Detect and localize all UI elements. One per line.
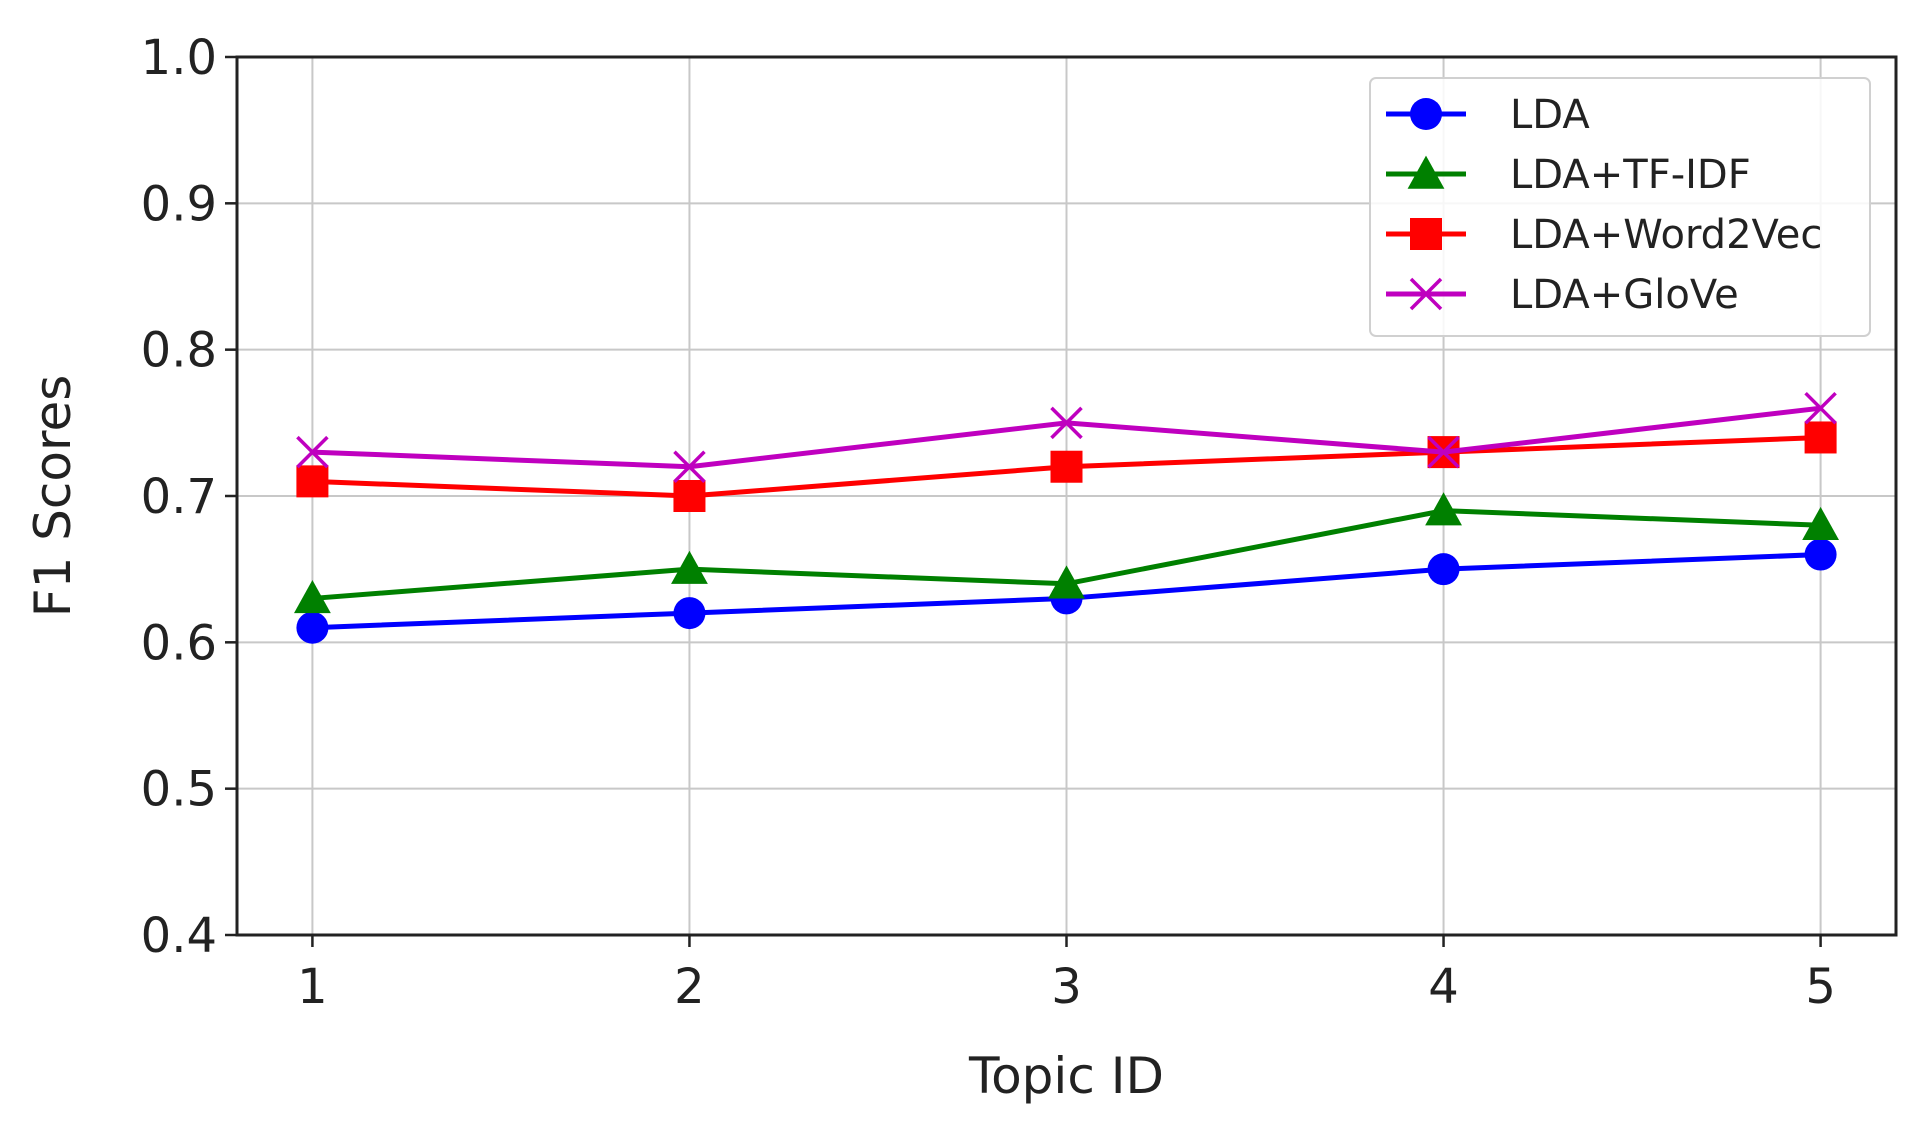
y-tick-label: 1.0: [141, 30, 217, 86]
data-point-lda: [673, 597, 706, 630]
x-axis-ticks: 1 2 3 4 5: [297, 935, 1836, 1015]
legend-marker: [1410, 98, 1442, 130]
x-tick-label: 1: [297, 959, 328, 1015]
data-point-lda-tf-idf: [1802, 506, 1839, 540]
data-point-lda: [1427, 553, 1460, 586]
legend-box: [1369, 77, 1871, 337]
y-tick-label: 0.7: [141, 469, 217, 525]
y-tick-label: 0.5: [141, 762, 217, 818]
data-point-lda: [1804, 538, 1837, 571]
y-axis-ticks: 0.4 0.5 0.6 0.7 0.8 0.9 1.0: [141, 30, 237, 964]
data-point-lda-tf-idf: [1048, 565, 1085, 599]
data-point-lda-tf-idf: [671, 550, 708, 584]
series-lda-tf-idf: [294, 492, 1839, 614]
legend-marker: [1410, 218, 1442, 250]
y-tick-label: 0.4: [141, 908, 217, 964]
data-point-lda-glove: [1804, 391, 1837, 425]
legend-item-lda-glove: LDA+GloVe: [1386, 272, 1739, 318]
data-point-lda-word2vec: [1050, 450, 1083, 483]
x-axis-label: Topic ID: [968, 1047, 1164, 1105]
x-tick-label: 2: [674, 959, 705, 1015]
data-point-lda-glove: [1427, 435, 1460, 469]
series-lda-glove: [296, 391, 1837, 483]
data-point-lda: [296, 611, 329, 644]
data-point-lda-word2vec: [296, 465, 329, 498]
data-point-lda-word2vec: [673, 480, 706, 512]
y-axis-label: F1 Scores: [24, 375, 82, 618]
legend-item-lda: LDA: [1386, 92, 1590, 138]
data-point-lda-glove: [296, 435, 329, 469]
data-point-lda-glove: [1050, 406, 1083, 440]
legend-label: LDA+TF-IDF: [1510, 152, 1751, 198]
data-point-lda-glove: [673, 450, 706, 483]
y-tick-label: 0.9: [141, 176, 217, 232]
legend-label: LDA+Word2Vec: [1510, 212, 1822, 258]
legend-label: LDA+GloVe: [1510, 272, 1739, 318]
data-point-lda-tf-idf: [294, 580, 331, 614]
y-tick-label: 0.8: [141, 323, 217, 379]
data-point-lda-word2vec: [1804, 421, 1837, 454]
series-layer: [294, 391, 1839, 644]
x-tick-label: 5: [1805, 959, 1836, 1015]
x-tick-label: 3: [1051, 959, 1082, 1015]
legend-label: LDA: [1510, 92, 1590, 138]
y-tick-label: 0.6: [141, 615, 217, 671]
data-point-lda-tf-idf: [1425, 492, 1462, 526]
legend-item-lda-tf-idf: LDA+TF-IDF: [1386, 152, 1751, 198]
legend-item-lda-word2vec: LDA+Word2Vec: [1386, 212, 1822, 258]
legend: LDA LDA+TF-IDF LDA+Word2Vec LDA+GloVe: [1369, 77, 1871, 337]
legend-marker: [1409, 277, 1443, 311]
legend-marker: [1407, 155, 1445, 189]
x-tick-label: 4: [1428, 959, 1459, 1015]
